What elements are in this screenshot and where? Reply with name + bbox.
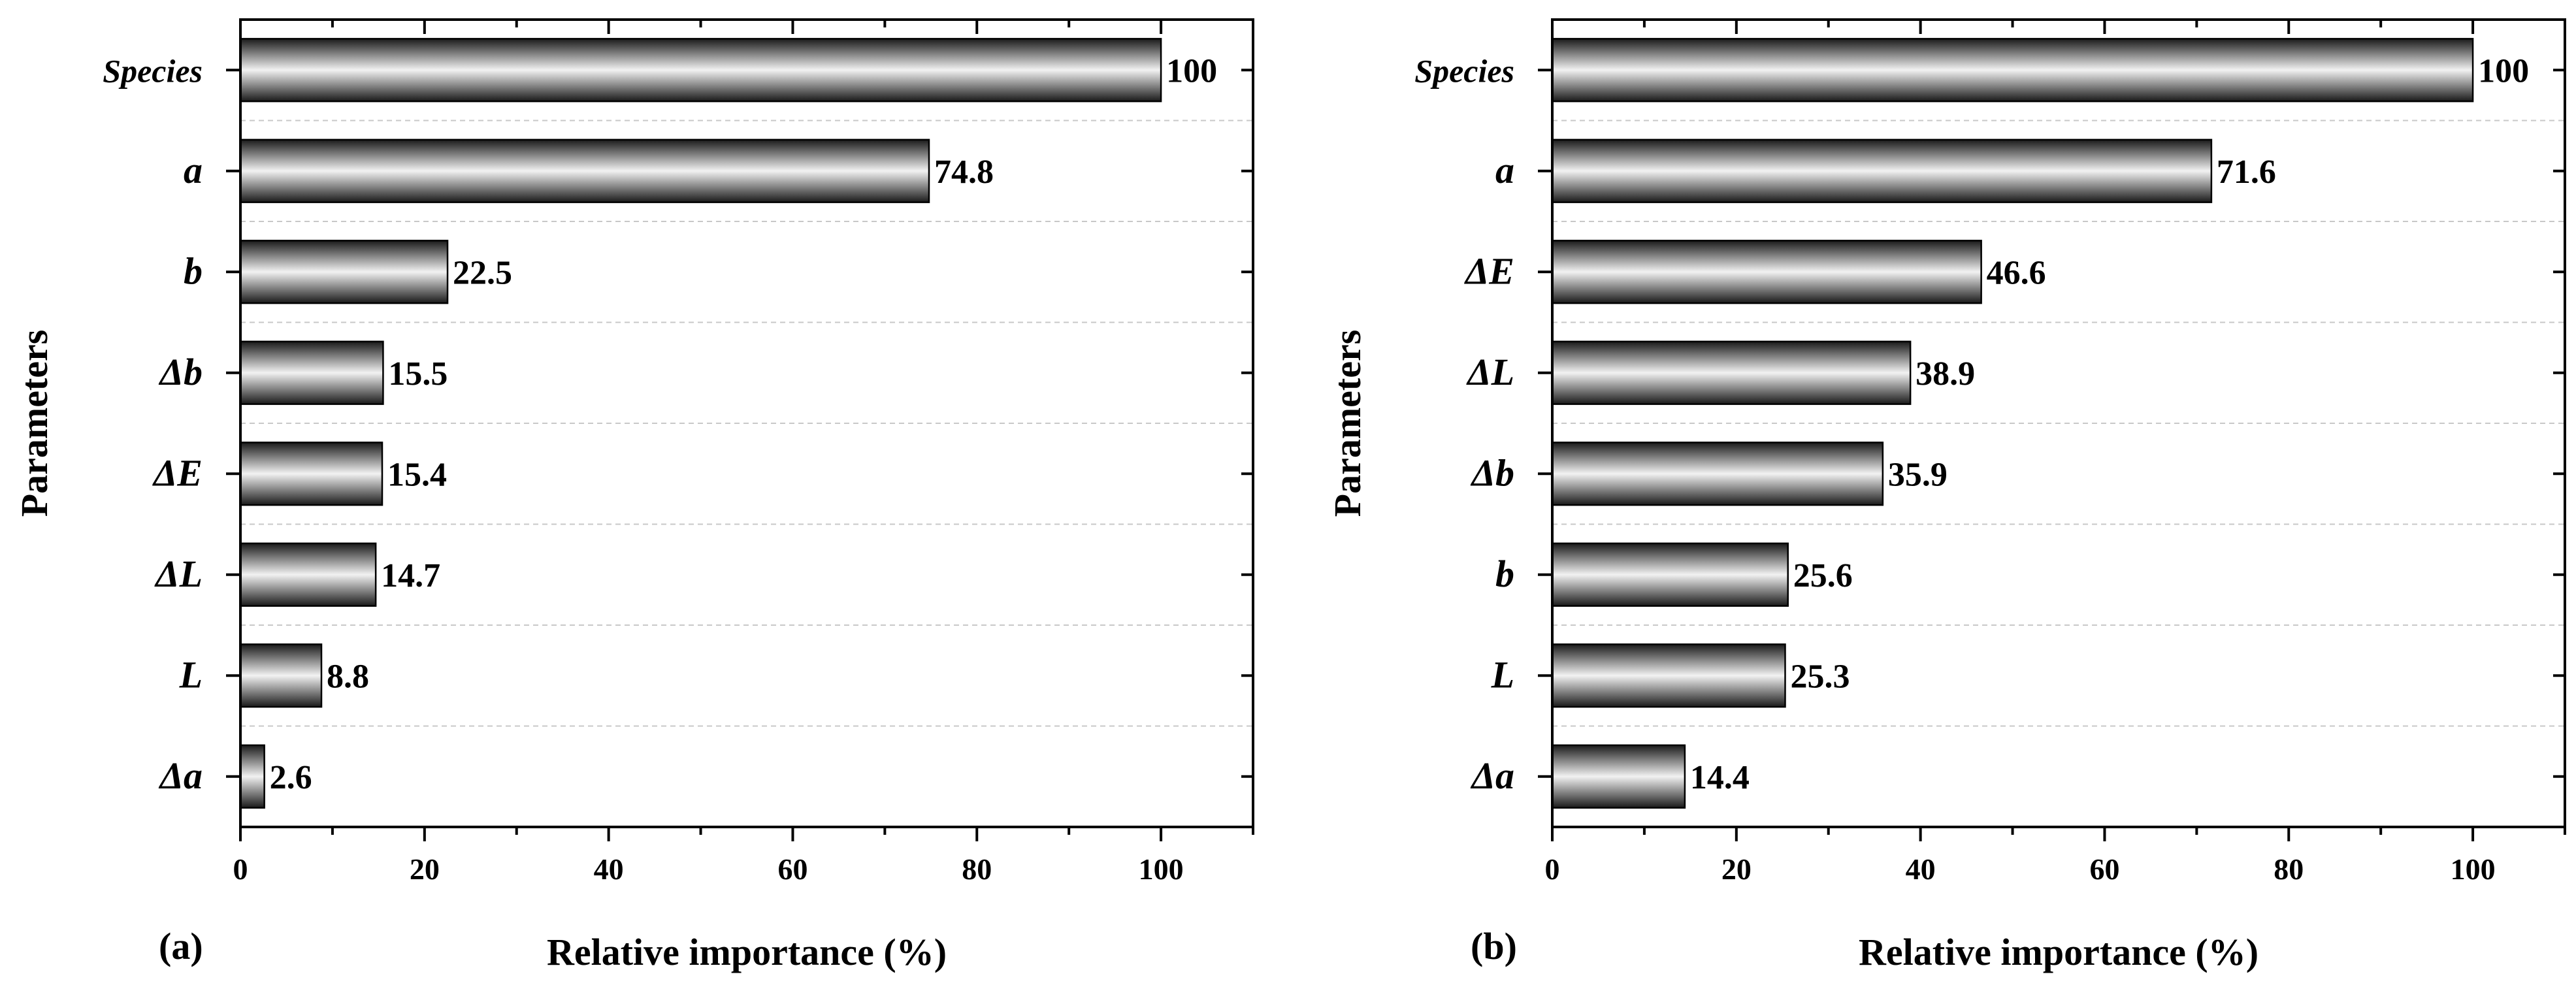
data-label: 100 bbox=[2478, 52, 2529, 89]
category-label: ΔE bbox=[1464, 250, 1514, 292]
category-label: Δb bbox=[1471, 451, 1514, 494]
data-label: 14.4 bbox=[1690, 759, 1750, 796]
x-tick-label: 0 bbox=[1545, 852, 1560, 886]
bar bbox=[1551, 340, 1912, 405]
data-label: 71.6 bbox=[2217, 154, 2276, 191]
bar bbox=[239, 542, 377, 607]
data-label: 22.5 bbox=[453, 254, 512, 291]
data-label: 38.9 bbox=[1916, 355, 1975, 393]
category-label: ΔL bbox=[154, 553, 203, 595]
data-label: 46.6 bbox=[1987, 254, 2046, 291]
category-label: b bbox=[1495, 553, 1514, 595]
bar bbox=[239, 643, 323, 708]
data-label: 8.8 bbox=[327, 658, 369, 695]
data-label: 15.5 bbox=[388, 355, 448, 393]
category-label: a bbox=[1495, 149, 1514, 191]
bar bbox=[1551, 542, 1789, 607]
bar bbox=[239, 240, 449, 304]
x-tick-label: 60 bbox=[777, 852, 807, 886]
bar bbox=[239, 340, 384, 405]
x-tick-label: 40 bbox=[1906, 852, 1936, 886]
bar bbox=[239, 744, 265, 809]
x-tick-label: 20 bbox=[1721, 852, 1752, 886]
bar bbox=[239, 442, 383, 506]
data-label: 25.6 bbox=[1793, 557, 1853, 594]
category-label: ΔL bbox=[1466, 351, 1514, 393]
data-label: 100 bbox=[1166, 52, 1217, 89]
data-label: 15.4 bbox=[387, 456, 447, 493]
plot-frame bbox=[239, 18, 1254, 828]
category-label: ΔE bbox=[152, 451, 203, 494]
category-label: Species bbox=[1414, 52, 1514, 89]
category-label: a bbox=[184, 149, 203, 191]
data-label: 35.9 bbox=[1888, 456, 1948, 493]
x-tick-label: 40 bbox=[594, 852, 624, 886]
x-tick-label: 60 bbox=[2089, 852, 2119, 886]
panel-label: (b) bbox=[1471, 925, 1517, 967]
x-tick-label: 80 bbox=[2274, 852, 2304, 886]
bar bbox=[1551, 38, 2474, 103]
category-label: b bbox=[184, 250, 203, 292]
bar bbox=[1551, 138, 2213, 203]
y-axis-title: Parameters bbox=[13, 330, 56, 517]
x-tick-label: 100 bbox=[1139, 852, 1184, 886]
bar bbox=[1551, 643, 1786, 708]
x-axis-title: Relative importance (%) bbox=[1859, 931, 2258, 973]
category-label: Δa bbox=[159, 754, 203, 797]
bar bbox=[239, 138, 930, 203]
data-label: 25.3 bbox=[1791, 658, 1850, 695]
bar bbox=[1551, 240, 1982, 304]
bar bbox=[1551, 744, 1686, 809]
category-label: L bbox=[1491, 653, 1514, 696]
bar bbox=[1551, 442, 1884, 506]
category-label: Δb bbox=[159, 351, 203, 393]
data-label: 74.8 bbox=[934, 154, 994, 191]
x-tick-label: 20 bbox=[410, 852, 440, 886]
x-tick-label: 80 bbox=[962, 852, 992, 886]
data-label: 2.6 bbox=[270, 759, 312, 796]
plot-frame bbox=[1551, 18, 2566, 828]
x-axis-title: Relative importance (%) bbox=[547, 931, 947, 973]
x-tick-label: 0 bbox=[233, 852, 248, 886]
x-tick-label: 100 bbox=[2451, 852, 2496, 886]
bar bbox=[239, 38, 1162, 103]
category-label: Δa bbox=[1471, 754, 1514, 797]
y-axis-title: Parameters bbox=[1326, 330, 1369, 517]
data-label: 14.7 bbox=[381, 557, 440, 594]
category-label: L bbox=[179, 653, 203, 696]
category-label: Species bbox=[103, 52, 203, 89]
panel-label: (a) bbox=[159, 925, 203, 967]
